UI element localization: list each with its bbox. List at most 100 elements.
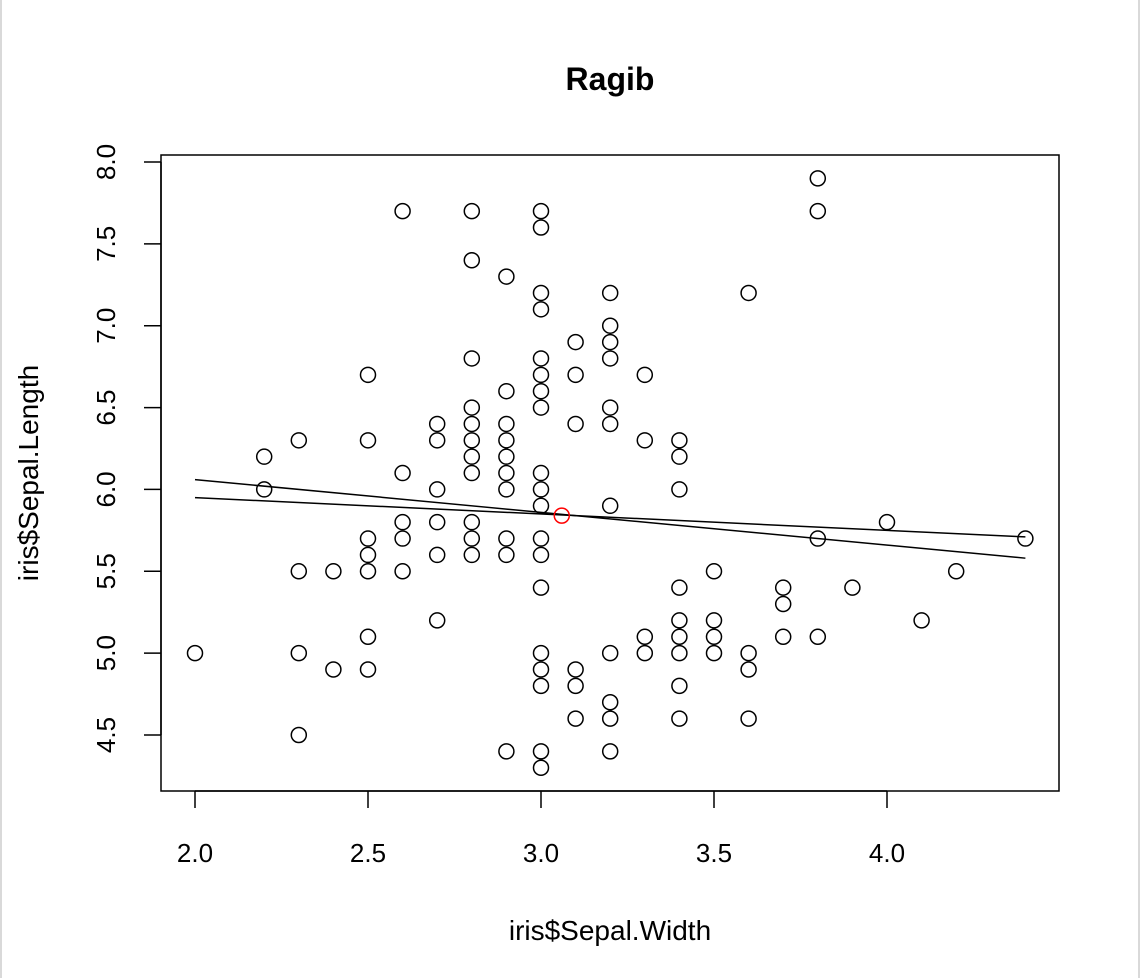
- regression-line: [194, 478, 1026, 559]
- data-point: [498, 546, 515, 564]
- data-point: [532, 661, 550, 678]
- data-point: [601, 317, 619, 334]
- data-point: [186, 644, 204, 662]
- x-tick-label: 4.0: [869, 838, 905, 868]
- data-point: [290, 432, 308, 449]
- data-point: [255, 481, 273, 498]
- x-tick-label: 3.5: [696, 838, 732, 868]
- data-point: [705, 563, 723, 580]
- data-point: [394, 202, 411, 220]
- data-point: [774, 628, 792, 646]
- data-point: [601, 644, 619, 662]
- data-point: [567, 710, 584, 727]
- data-point: [498, 530, 515, 547]
- data-point: [463, 202, 481, 220]
- data-point: [844, 579, 861, 596]
- data-point: [532, 382, 550, 400]
- data-point: [463, 251, 481, 269]
- data-point: [601, 743, 619, 760]
- data-point: [705, 628, 723, 646]
- data-point: [532, 350, 550, 367]
- data-point: [394, 464, 411, 482]
- data-points: [186, 170, 1034, 776]
- data-point: [532, 497, 550, 515]
- data-point: [532, 366, 550, 384]
- data-point: [601, 415, 619, 433]
- data-point: [359, 366, 377, 384]
- data-point: [498, 415, 515, 433]
- data-point: [498, 743, 515, 760]
- data-point: [1017, 530, 1034, 547]
- x-axis: 2.0 2.5 3.0 3.5 4.0: [177, 790, 905, 868]
- regression-lines: [194, 478, 1026, 559]
- x-tick-label: 2.5: [350, 838, 386, 868]
- data-point: [498, 464, 515, 482]
- data-point: [359, 546, 377, 564]
- data-point: [532, 219, 550, 236]
- data-point: [774, 595, 792, 613]
- data-point: [532, 546, 550, 564]
- data-point: [878, 513, 896, 531]
- data-point: [567, 677, 584, 695]
- x-tick-label: 3.0: [523, 838, 559, 868]
- data-point: [463, 513, 481, 531]
- data-point: [947, 563, 965, 580]
- y-tick-label: 5.0: [91, 635, 121, 671]
- data-point: [532, 481, 550, 498]
- data-point: [809, 530, 827, 547]
- data-point: [671, 644, 688, 662]
- data-point: [671, 481, 688, 498]
- data-point: [498, 268, 515, 285]
- mean-point-highlight: [553, 507, 571, 524]
- data-point: [532, 677, 550, 695]
- data-point: [255, 448, 273, 465]
- data-point: [705, 644, 723, 662]
- data-point: [567, 661, 584, 678]
- regression-line: [194, 496, 1026, 538]
- data-point: [463, 432, 481, 449]
- data-point: [601, 710, 619, 727]
- data-point: [394, 563, 411, 580]
- data-point: [913, 612, 930, 629]
- data-point: [601, 399, 619, 416]
- data-point: [671, 710, 688, 727]
- data-point: [463, 546, 481, 564]
- data-point: [325, 563, 342, 580]
- data-point: [532, 530, 550, 547]
- data-point: [532, 399, 550, 416]
- data-point: [740, 710, 757, 727]
- data-point: [532, 644, 550, 662]
- y-axis: 4.5 5.0 5.5 6.0 6.5 7.0 7.5 8.0: [91, 144, 162, 753]
- data-point: [428, 481, 446, 498]
- data-point: [636, 628, 654, 646]
- data-point: [532, 759, 550, 776]
- data-point: [740, 284, 757, 302]
- data-point: [359, 661, 377, 678]
- data-point: [601, 497, 619, 515]
- data-point: [463, 530, 481, 547]
- data-point: [532, 743, 550, 760]
- data-point: [532, 579, 550, 596]
- data-point: [532, 301, 550, 318]
- data-point: [671, 677, 688, 695]
- data-point: [671, 432, 688, 449]
- data-point: [498, 432, 515, 449]
- data-point: [359, 530, 377, 547]
- data-point: [636, 366, 654, 384]
- data-point: [601, 694, 619, 711]
- data-point: [463, 350, 481, 367]
- data-point: [671, 612, 688, 629]
- data-point: [532, 464, 550, 482]
- data-point: [809, 170, 827, 187]
- data-point: [809, 628, 827, 646]
- plot-box: [160, 154, 1060, 792]
- data-point: [601, 350, 619, 367]
- x-axis-label: iris$Sepal.Width: [509, 915, 711, 946]
- y-tick-label: 6.0: [91, 471, 121, 507]
- data-point: [532, 202, 550, 220]
- data-point: [705, 612, 723, 629]
- data-point: [498, 481, 515, 498]
- data-point: [498, 382, 515, 400]
- data-point: [809, 202, 827, 220]
